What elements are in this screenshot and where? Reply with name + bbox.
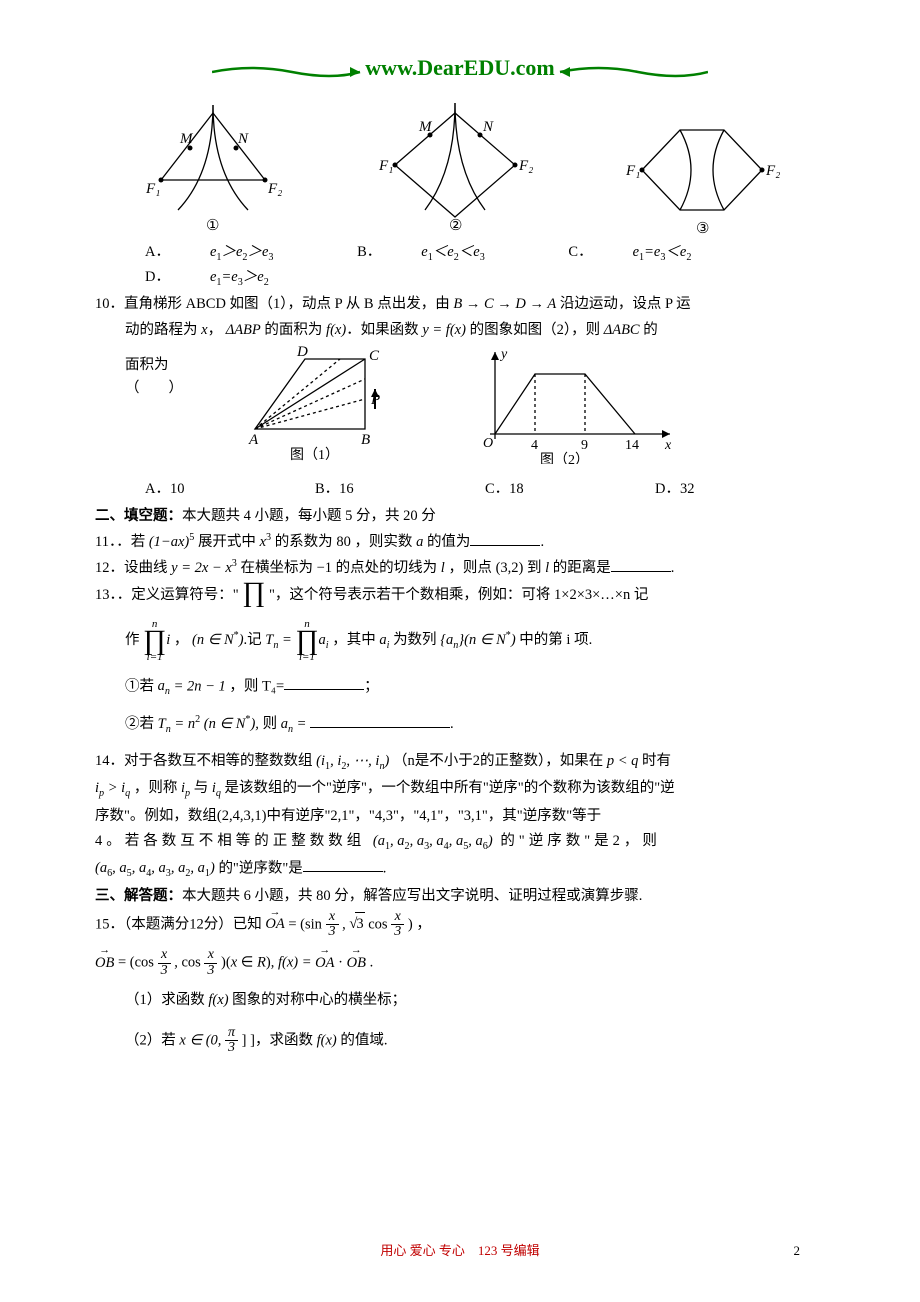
q15-part2: （2）若 x ∈ (0, π3 ] ]，求函数 f(x) 的值域. <box>95 1026 825 1056</box>
q9-option-b: B．e1＜e2＜e3 <box>357 241 525 266</box>
q14-line4: 4。若各数互不相等的正整数数组 (a1, a2, a3, a4, a5, a6)… <box>95 830 825 855</box>
q9-diagram-2: F₁ F₂ M N ② <box>365 95 545 235</box>
svg-text:y: y <box>499 347 508 362</box>
q13-line1: 13．．定义运算符号：" ∏ "，这个符号表示若干个数相乘，例如：可将 1×2×… <box>95 582 825 607</box>
q10-line2: 动的路程为 x， ΔABP 的面积为 f(x)．如果函数 y = f(x) 的图… <box>95 319 825 342</box>
svg-text:4: 4 <box>531 438 538 453</box>
q11: 11．．若 (1−ax)5 展开式中 x3 的系数为 80 ，则实数 a 的值为… <box>95 530 825 554</box>
q14-line3: 序数"。例如，数组(2,4,3,1)中有逆序"2,1"，"4,3"，"4,1"，… <box>95 805 825 828</box>
q9-option-d: D．e1=e3＞e2 <box>145 266 309 291</box>
section3-header: 三、解答题：本大题共 6 小题，共 80 分，解答应写出文字说明、证明过程或演算… <box>95 885 825 908</box>
q15-part1: （1）求函数 f(x) 图象的对称中心的横坐标； <box>95 989 825 1012</box>
q14-line2: ip > iq ，则称 ip 与 iq 是该数组的一个"逆序"，一个数组中所有"… <box>95 777 825 802</box>
svg-text:B: B <box>361 432 370 448</box>
q14-line1: 14．对于各数互不相等的整数数组 (i1, i2, ⋯, in) （n是不小于2… <box>95 750 825 775</box>
svg-text:D: D <box>296 344 308 360</box>
q10-figure-2: O 4 9 14 x y 图（2） <box>465 344 695 464</box>
svg-text:x: x <box>664 438 672 453</box>
svg-text:②: ② <box>449 218 462 234</box>
svg-text:M: M <box>179 131 194 147</box>
page: www.DearEDU.com F₁ F₂ M N ① <box>0 0 920 1302</box>
q10-option-c: C．18 <box>485 478 655 501</box>
q10-option-b: B．16 <box>315 478 485 501</box>
header-flourish-right <box>558 62 708 82</box>
q12-blank <box>611 557 671 573</box>
svg-text:A: A <box>248 432 259 448</box>
svg-text:N: N <box>482 119 494 135</box>
q9-diagram-3: F₁ F₂ ③ <box>612 105 792 235</box>
q10-option-a: A．10 <box>145 478 315 501</box>
q15-line1: 15．（本题满分12分）已知 OA = (sin x3 , 3 cos x3 )… <box>95 910 825 940</box>
q14-line5: (a6, a5, a4, a3, a2, a1) 的"逆序数"是. <box>95 857 825 883</box>
q9-option-c: C．e1=e3＜e2 <box>568 241 731 266</box>
footer-text: 用心 爱心 专心 123 号编辑 <box>380 1243 539 1258</box>
svg-text:9: 9 <box>581 438 588 453</box>
q9-option-a: A．e1＞e2＞e3 <box>145 241 313 266</box>
q9-diagrams: F₁ F₂ M N ① F₁ F₂ M N ② <box>95 95 825 235</box>
svg-text:③: ③ <box>696 221 709 235</box>
svg-text:O: O <box>483 436 493 451</box>
svg-text:M: M <box>418 119 433 135</box>
svg-text:图（2）: 图（2） <box>540 452 589 464</box>
header: www.DearEDU.com <box>95 50 825 85</box>
q15-line2: OB = (cos x3 , cos x3 )(x ∈ R), f(x) = O… <box>95 948 825 978</box>
q10-area-text: 面积为（ ） <box>95 344 225 400</box>
q10-options: A．10 B．16 C．18 D．32 <box>95 478 825 501</box>
q10-line1: 10．直角梯形 ABCD 如图（1），动点 P 从 B 点出发，由 B → C … <box>95 293 825 316</box>
q9-options: A．e1＞e2＞e3 B．e1＜e2＜e3 C．e1=e3＜e2 D．e1=e3… <box>95 241 825 291</box>
q10-option-d: D．32 <box>655 478 825 501</box>
q13-part1: ①若 an = 2n − 1 ，则 T₄=； <box>95 675 825 701</box>
svg-text:F₁: F₁ <box>378 158 393 174</box>
svg-text:F₁: F₁ <box>625 163 640 179</box>
q13-line2: 作 n∏i=1i ， (n ∈ N*).记 Tn = n∏i=1ai ，其中 a… <box>95 619 825 662</box>
header-flourish-left <box>212 62 362 82</box>
svg-text:14: 14 <box>625 438 639 453</box>
footer-page: 2 <box>794 1241 801 1262</box>
svg-text:F₁: F₁ <box>145 181 160 197</box>
svg-text:F₂: F₂ <box>267 181 282 197</box>
q14-blank <box>303 857 383 873</box>
svg-text:P: P <box>370 392 380 408</box>
svg-text:图（1）: 图（1） <box>290 447 339 463</box>
footer: 用心 爱心 专心 123 号编辑 2 <box>0 1241 920 1262</box>
section2-header: 二、填空题：本大题共 4 小题，每小题 5 分，共 20 分 <box>95 505 825 528</box>
svg-text:①: ① <box>206 218 219 234</box>
q10-figure-1: A B C D P 图（1） <box>225 344 425 464</box>
q13-part2: ②若 Tn = n2 (n ∈ N*), 则 an = . <box>95 712 825 738</box>
q10-figure-row: 面积为（ ） A B C D P 图（1） <box>95 344 825 464</box>
q12: 12．设曲线 y = 2x − x3 在横坐标为 −1 的点处的切线为 l ，则… <box>95 556 825 580</box>
q11-blank <box>470 531 540 547</box>
svg-text:F₂: F₂ <box>518 158 533 174</box>
svg-text:N: N <box>237 131 249 147</box>
svg-text:F₂: F₂ <box>765 163 780 179</box>
q13-blank-2 <box>310 713 450 729</box>
q13-blank-1 <box>284 675 364 691</box>
header-url: www.DearEDU.com <box>365 50 554 85</box>
svg-text:C: C <box>369 348 380 364</box>
q9-diagram-1: F₁ F₂ M N ① <box>128 95 298 235</box>
